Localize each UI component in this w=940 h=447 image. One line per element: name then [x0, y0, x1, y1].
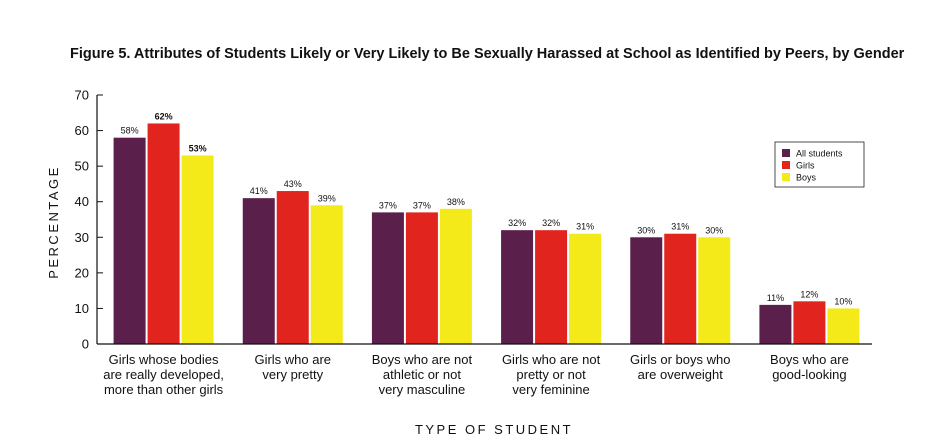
- data-label: 31%: [576, 222, 594, 232]
- y-axis-label: PERCENTAGE: [46, 165, 61, 279]
- data-label: 62%: [155, 111, 173, 121]
- bar-boys: [827, 308, 860, 344]
- x-category-label-line: Girls who are not: [502, 352, 601, 367]
- bar-all-students: [113, 137, 146, 344]
- data-label: 37%: [379, 200, 397, 210]
- bar-all-students: [759, 304, 792, 344]
- bar-series-group: [113, 123, 860, 344]
- legend-swatch: [782, 149, 790, 157]
- x-category-label-line: are overweight: [638, 367, 724, 382]
- bar-girls: [535, 230, 568, 344]
- y-tick-label: 30: [75, 230, 89, 245]
- data-label: 30%: [705, 225, 723, 235]
- x-category-label: Girls whose bodies are really developed, m…: [103, 352, 224, 397]
- x-category-label-line: very feminine: [512, 382, 589, 397]
- x-category-label: Boys who are not athletic or not very masc…: [372, 352, 473, 397]
- bar-boys: [569, 233, 602, 344]
- bar-girls: [147, 123, 180, 344]
- x-category-label-line: Boys who are: [770, 352, 849, 367]
- bar-girls: [405, 212, 438, 344]
- bar-boys: [310, 205, 343, 344]
- data-label: 53%: [189, 143, 207, 153]
- legend-entry: Boys: [796, 173, 817, 183]
- legend-swatch: [782, 161, 790, 169]
- x-category-label: Girls who are not pretty or not very femin…: [502, 352, 601, 397]
- x-category-label-line: Girls whose bodies: [109, 352, 219, 367]
- y-tick-label: 50: [75, 159, 89, 174]
- bar-all-students: [501, 230, 534, 344]
- y-tick-label: 10: [75, 301, 89, 316]
- x-category-label: Girls who are very pretty: [254, 352, 331, 382]
- data-label: 41%: [250, 186, 268, 196]
- y-tick-label: 0: [82, 337, 89, 352]
- x-category-label-line: very pretty: [262, 367, 323, 382]
- data-label: 32%: [542, 218, 560, 228]
- bar-all-students: [242, 198, 275, 344]
- legend-entry: All students: [796, 149, 843, 159]
- y-axis: 0 10 20 30 40 50 60 70: [75, 88, 103, 352]
- data-label: 12%: [800, 289, 818, 299]
- legend: All students Girls Boys: [774, 141, 865, 188]
- data-label: 11%: [767, 293, 784, 303]
- bar-girls: [793, 301, 826, 344]
- data-label: 43%: [284, 179, 302, 189]
- legend-swatch: [782, 173, 790, 181]
- x-category-label-line: Boys who are not: [372, 352, 473, 367]
- bar-all-students: [371, 212, 404, 344]
- bar-boys: [181, 155, 214, 344]
- x-axis: Girls whose bodies are really developed, m…: [97, 343, 872, 397]
- chart-title: Figure 5. Attributes of Students Likely …: [70, 46, 905, 62]
- data-label: 32%: [508, 218, 526, 228]
- x-category-label-line: pretty or not: [516, 367, 586, 382]
- x-category-label: Girls or boys who are overweight: [630, 352, 730, 382]
- data-labels-group: 58% 62% 53% 41% 43% 39% 37% 37% 38% 32% 32% 31% 30% 3…: [121, 111, 853, 306]
- data-label: 31%: [671, 222, 689, 232]
- data-label: 38%: [447, 197, 465, 207]
- x-category-label-line: are really developed,: [103, 367, 224, 382]
- data-label: 30%: [637, 225, 655, 235]
- bar-girls: [664, 233, 697, 344]
- x-category-label-line: more than other girls: [104, 382, 224, 397]
- bar-boys: [439, 208, 472, 344]
- data-label: 37%: [413, 200, 431, 210]
- y-tick-label: 40: [75, 194, 89, 209]
- y-tick-label: 60: [75, 123, 89, 138]
- x-category-label: Boys who are good-looking: [770, 352, 849, 382]
- x-axis-label: TYPE OF STUDENT: [415, 422, 573, 437]
- y-tick-label: 70: [75, 88, 89, 103]
- x-category-label-line: athletic or not: [383, 367, 461, 382]
- y-tick-label: 20: [75, 265, 89, 280]
- data-label: 39%: [318, 193, 336, 203]
- x-category-label-line: very masculine: [379, 382, 466, 397]
- x-category-label-line: Girls or boys who: [630, 352, 730, 367]
- x-category-label-line: good-looking: [772, 367, 846, 382]
- bar-boys: [698, 237, 731, 344]
- x-category-label-line: Girls who are: [254, 352, 331, 367]
- bar-girls: [276, 191, 309, 344]
- data-label: 58%: [121, 126, 139, 136]
- legend-entry: Girls: [796, 161, 815, 171]
- data-label: 10%: [834, 296, 852, 306]
- bar-all-students: [630, 237, 663, 344]
